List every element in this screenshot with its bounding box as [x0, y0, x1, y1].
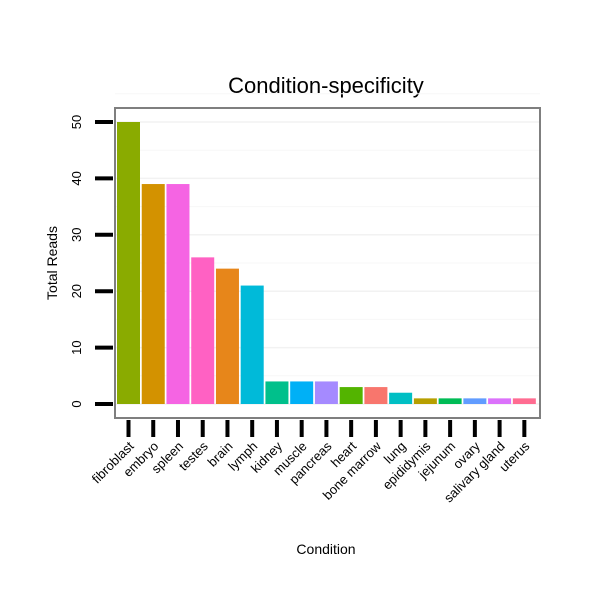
bar-brain [215, 268, 239, 404]
bar-heart [339, 387, 363, 404]
y-axis-label: Total Reads [44, 226, 60, 300]
bar-lung [389, 392, 413, 404]
bar-epididymis [413, 398, 437, 404]
bar-bone-marrow [364, 387, 388, 404]
bar-jejunum [438, 398, 462, 404]
bar-embryo [141, 184, 165, 404]
y-tick-label: 50 [69, 115, 84, 129]
bar-fibroblast [117, 122, 140, 404]
bar-kidney [265, 381, 289, 404]
y-tick-label: 0 [69, 400, 84, 407]
x-axis-label: Condition [296, 541, 355, 557]
bar-ovary [463, 398, 487, 404]
bar-testes [191, 257, 215, 404]
bar-lymph [240, 285, 264, 404]
bar-uterus [512, 398, 536, 404]
bar-muscle [290, 381, 314, 404]
y-tick-label: 40 [69, 171, 84, 185]
bar-spleen [166, 184, 190, 404]
plot-frame [114, 107, 541, 419]
bars [117, 122, 536, 404]
x-tick-label: testes [176, 438, 211, 473]
bar-salivary-gland [488, 398, 512, 404]
x-axis: fibroblastembryospleentestesbrainlymphki… [89, 420, 533, 505]
y-tick-label: 30 [69, 228, 84, 242]
y-tick-label: 10 [69, 340, 84, 354]
bar-pancreas [314, 381, 338, 404]
y-axis: 0 10 20 30 40 50 [69, 115, 113, 408]
y-tick-label: 20 [69, 284, 84, 298]
